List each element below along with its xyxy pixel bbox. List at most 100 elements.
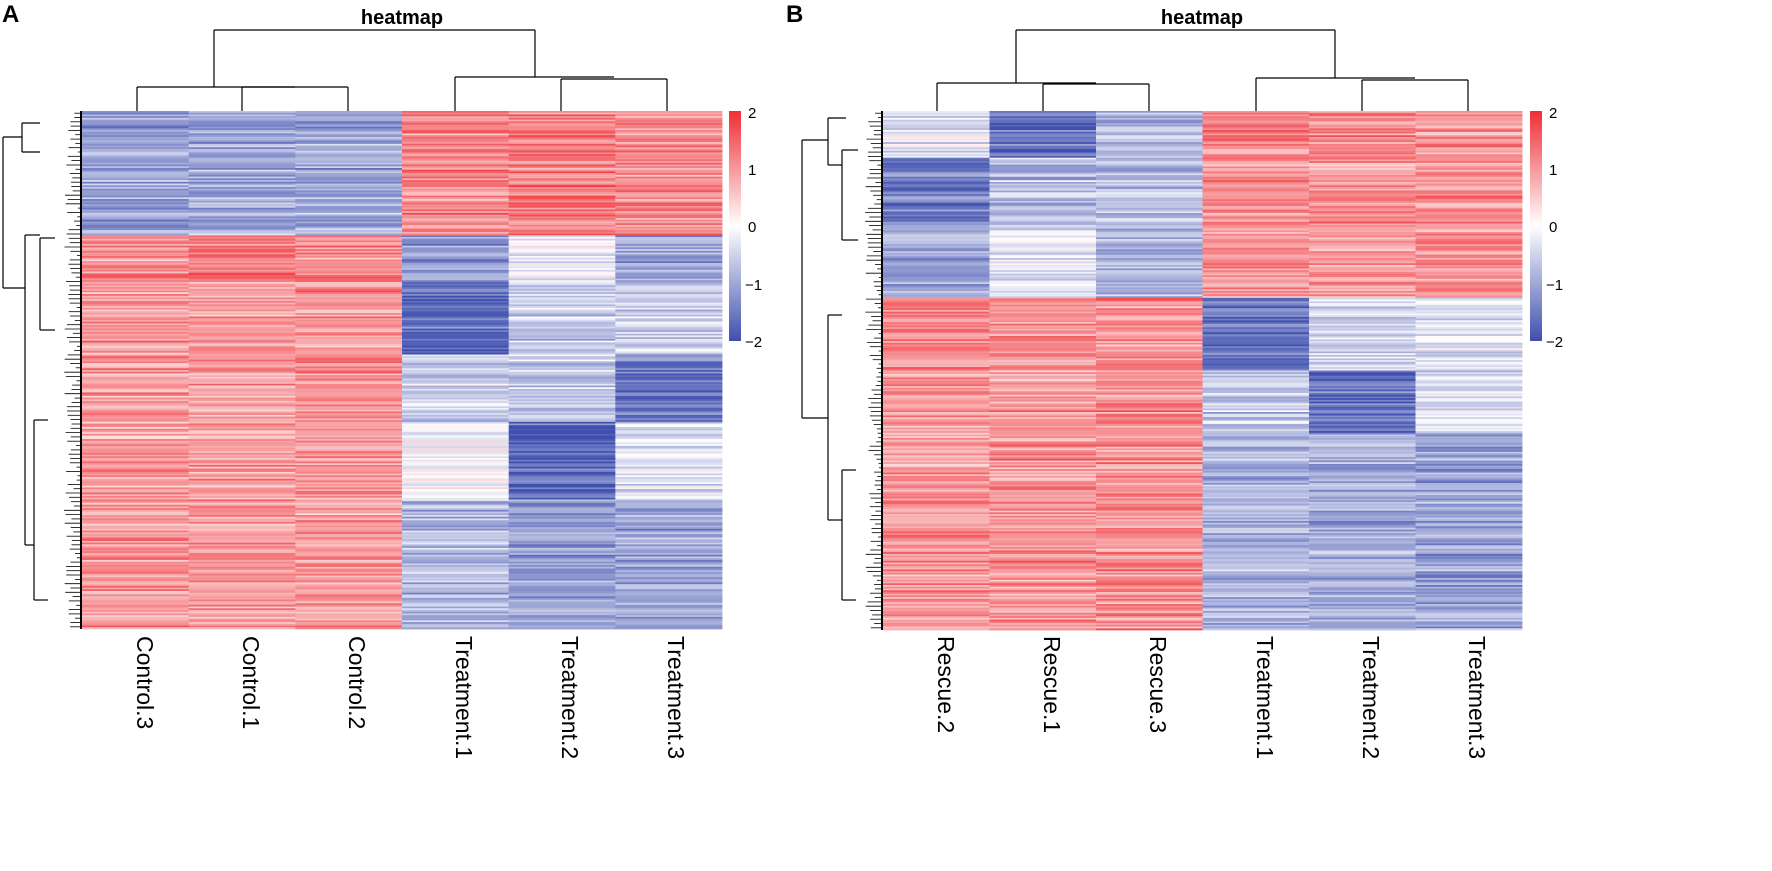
heatmap-cell: [615, 152, 723, 155]
heatmap-cell: [1415, 495, 1523, 498]
column-label: Rescue.1: [1039, 636, 1065, 733]
heatmap-cell: [82, 454, 190, 457]
heatmap-cell: [615, 426, 723, 430]
heatmap-cell: [1202, 493, 1310, 496]
heatmap-cell: [1309, 384, 1416, 387]
heatmap-cell: [295, 295, 403, 298]
heatmap-cell: [883, 560, 990, 563]
heatmap-cell: [188, 421, 296, 424]
heatmap-cell: [883, 626, 990, 629]
heatmap-cell: [1096, 277, 1203, 280]
heatmap-cell: [615, 140, 723, 143]
heatmap-cell: [989, 337, 1097, 340]
heatmap-cell: [1415, 493, 1523, 496]
color-legend-a: 2 1 0 −1 −2: [729, 105, 762, 351]
heatmap-cell: [82, 268, 190, 271]
heatmap-cell: [82, 252, 190, 255]
heatmap-cell: [989, 112, 1097, 115]
heatmap-cell: [402, 401, 510, 404]
heatmap-cell: [1202, 358, 1310, 361]
heatmap-cell: [1309, 617, 1416, 621]
heatmap-cell: [989, 467, 1097, 470]
heatmap-cell: [508, 627, 616, 630]
heatmap-cell: [508, 528, 616, 531]
heatmap-cell: [883, 266, 990, 269]
heatmap-cell: [1415, 126, 1523, 129]
heatmap-cell: [1309, 436, 1416, 439]
heatmap-cell: [1202, 202, 1310, 205]
heatmap-cell: [989, 476, 1097, 479]
heatmap-cell: [508, 233, 616, 236]
heatmap-cell: [883, 344, 990, 347]
heatmap-cell: [1096, 330, 1203, 333]
heatmap-cell: [508, 313, 616, 316]
heatmap-cell: [188, 447, 296, 450]
heatmap-cell: [615, 456, 723, 459]
heatmap-cell: [883, 598, 990, 601]
heatmap-cell: [989, 341, 1097, 344]
heatmap-cell: [188, 147, 296, 150]
heatmap-cell: [615, 573, 723, 576]
heatmap-cell: [1415, 342, 1523, 345]
heatmap-cell: [615, 178, 723, 181]
heatmap-cell: [82, 385, 190, 388]
heatmap-cell: [615, 242, 723, 245]
heatmap-cell: [989, 332, 1097, 335]
heatmap-cell: [188, 582, 296, 585]
heatmap-cell: [295, 547, 403, 550]
heatmap-cell: [402, 226, 510, 229]
heatmap-cell: [1415, 610, 1523, 614]
heatmap-cell: [1415, 112, 1523, 115]
heatmap-cell: [402, 335, 510, 338]
heatmap-cell: [188, 356, 296, 359]
heatmap-cell: [1309, 406, 1416, 409]
heatmap-cell: [188, 345, 296, 348]
heatmap-cell: [615, 556, 723, 559]
heatmap-cell: [508, 306, 616, 309]
heatmap-cell: [82, 566, 190, 569]
heatmap-cell: [188, 554, 296, 557]
heatmap-cell: [1202, 194, 1310, 197]
heatmap-cell: [508, 221, 616, 224]
heatmap-cell: [1202, 386, 1310, 389]
heatmap-cell: [615, 252, 723, 255]
heatmap-cell: [1096, 299, 1203, 302]
heatmap-cell: [295, 539, 403, 542]
heatmap-cell: [1309, 271, 1416, 275]
heatmap-cell: [883, 517, 990, 520]
heatmap-cell: [883, 230, 990, 233]
heatmap-cell: [615, 566, 723, 569]
heatmap-cell: [188, 252, 296, 255]
heatmap-cell: [402, 532, 510, 535]
heatmap-cell: [508, 568, 616, 571]
heatmap-cell: [295, 406, 403, 409]
heatmap-cell: [1202, 567, 1310, 570]
heatmap-cell: [508, 352, 616, 355]
heatmap-cell: [1415, 436, 1523, 439]
heatmap-cell: [508, 150, 616, 153]
heatmap-cell: [295, 237, 403, 240]
heatmap-cell: [1309, 287, 1416, 290]
heatmap-cell: [1309, 413, 1416, 416]
heatmap-cell: [508, 401, 616, 404]
heatmap-cell: [1415, 235, 1523, 238]
heatmap-cell: [508, 549, 616, 552]
heatmap-cell: [1309, 126, 1416, 129]
heatmap-cell: [615, 395, 723, 399]
heatmap-cell: [402, 511, 510, 514]
heatmap-cell: [1309, 277, 1416, 280]
heatmap-cell: [883, 491, 990, 494]
heatmap-cell: [1096, 223, 1203, 226]
heatmap-cell: [1415, 214, 1523, 217]
heatmap-cell: [989, 256, 1097, 259]
heatmap-cell: [1309, 252, 1416, 255]
heatmap-cell: [295, 281, 403, 285]
heatmap-cell: [883, 294, 990, 297]
heatmap-cell: [883, 429, 990, 432]
heatmap-cell: [402, 375, 510, 378]
heatmap-cell: [508, 480, 616, 483]
heatmap-cell: [989, 218, 1097, 221]
heatmap-cell: [615, 411, 723, 414]
heatmap-cell: [508, 173, 616, 176]
heatmap-cell: [402, 392, 510, 395]
